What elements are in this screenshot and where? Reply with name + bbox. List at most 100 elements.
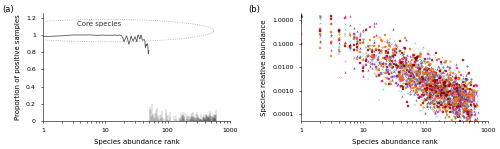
Point [372,74,380,76]
Point [433,58,441,61]
Point [464,73,472,75]
Point [458,95,466,97]
Point [390,49,398,52]
Point [462,99,470,101]
Point [430,83,438,86]
Point [416,55,424,58]
Point [447,84,455,87]
Point [472,84,480,86]
Point [436,101,444,103]
Point [428,79,436,81]
Point [360,66,368,69]
Point [424,82,432,84]
Point [450,111,458,113]
Point [447,79,455,81]
Point [462,103,470,105]
Point [450,95,458,97]
Point [428,69,436,72]
Point [462,98,469,101]
Point [458,99,466,101]
Point [452,103,460,105]
Point [395,62,403,65]
Point [465,118,473,121]
Point [460,58,468,61]
Point [456,111,464,113]
Point [442,78,450,80]
Point [460,87,468,89]
Point [452,97,460,100]
Point [464,92,472,94]
Point [462,103,470,105]
Point [424,71,432,73]
Point [426,80,434,83]
Point [464,104,472,106]
Point [432,96,440,98]
Point [428,101,436,103]
Point [440,91,448,93]
Point [443,92,451,95]
Point [453,107,461,109]
Point [437,97,445,99]
Point [382,68,390,70]
Point [412,70,420,72]
Point [440,86,448,89]
Point [368,58,376,60]
Point [440,72,448,74]
Point [436,102,444,104]
Point [448,83,456,85]
Point [376,75,384,77]
Point [456,89,464,91]
Point [389,69,397,72]
Point [458,101,466,104]
Point [413,74,421,76]
Point [413,65,421,67]
Point [444,96,452,98]
Point [468,100,476,103]
Point [432,88,440,90]
Point [388,59,396,62]
Point [334,42,342,44]
Point [415,78,423,81]
Point [448,103,456,106]
Point [456,95,464,97]
Point [422,87,430,90]
Point [438,69,446,71]
Point [396,86,404,89]
Point [412,73,420,75]
Point [434,74,442,76]
Point [354,35,362,38]
Point [426,98,434,100]
Point [426,89,434,91]
Point [464,110,472,112]
Point [462,87,470,90]
Point [456,80,464,83]
Point [392,51,400,53]
Point [422,86,430,88]
Point [450,90,458,93]
Point [449,82,457,84]
Point [460,97,468,100]
Point [452,111,460,114]
Point [404,64,412,66]
Point [297,22,305,25]
Point [370,50,378,52]
Point [470,114,478,116]
Point [447,87,455,89]
Point [446,74,454,76]
Point [411,42,419,45]
Point [472,91,480,94]
Point [430,83,438,85]
Point [426,62,434,65]
Point [432,95,440,97]
Point [460,88,468,90]
Point [356,41,364,44]
Point [425,94,433,96]
Point [416,73,424,76]
Point [362,60,370,63]
Point [406,74,414,76]
Point [346,42,354,45]
Point [402,48,409,51]
Point [354,42,362,44]
Point [340,17,348,19]
Point [425,68,433,70]
